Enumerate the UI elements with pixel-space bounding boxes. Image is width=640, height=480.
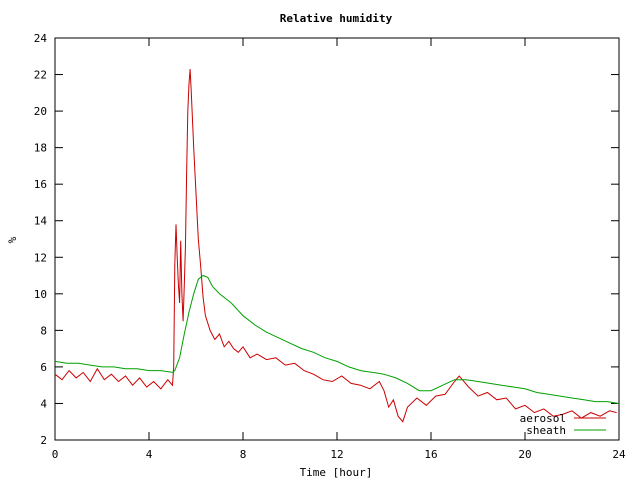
plot-frame [54,37,620,441]
y-tick-label: 12 [34,251,47,264]
y-tick-label: 2 [40,434,47,447]
chart-title: Relative humidity [280,12,393,25]
y-tick-label: 8 [40,324,47,337]
y-tick-label: 14 [34,215,48,228]
x-tick-label: 20 [518,448,531,461]
x-axis-label: Time [hour] [300,466,373,479]
x-tick-label: 0 [52,448,59,461]
x-tick-label: 8 [240,448,247,461]
x-tick-label: 16 [424,448,437,461]
y-tick-label: 4 [40,397,47,410]
x-tick-label: 4 [146,448,153,461]
y-tick-label: 22 [34,69,47,82]
y-tick-label: 20 [34,105,47,118]
y-tick-label: 10 [34,288,47,301]
y-tick-label: 6 [40,361,47,374]
y-tick-label: 24 [34,32,48,45]
series-line-sheath [54,274,620,404]
x-tick-label: 24 [612,448,626,461]
series-line-aerosol [54,69,617,423]
y-tick-label: 16 [34,178,47,191]
y-axis-label: % [6,236,19,243]
series-lines [54,69,620,423]
legend-label-sheath: sheath [526,424,566,437]
legend-label-aerosol: aerosol [520,412,566,425]
x-tick-label: 12 [330,448,343,461]
y-tick-label: 18 [34,142,47,155]
